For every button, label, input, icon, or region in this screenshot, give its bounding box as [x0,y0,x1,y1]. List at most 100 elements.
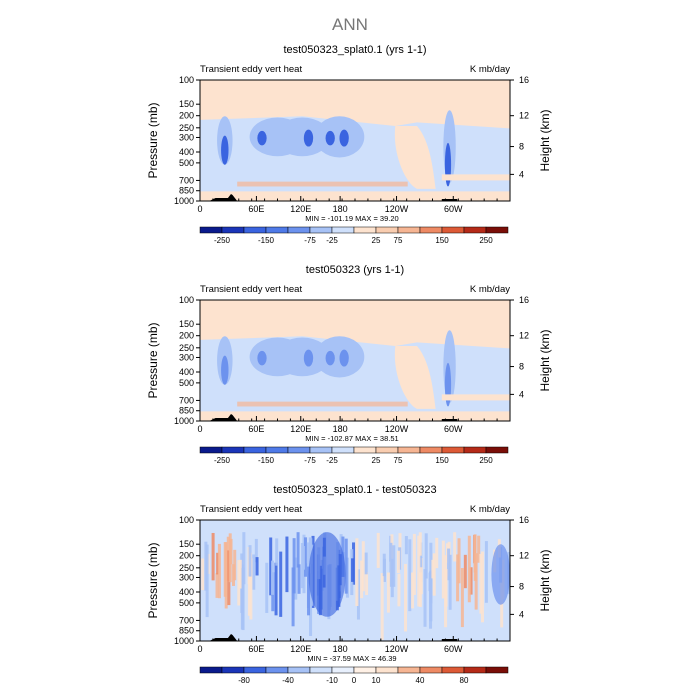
contour-core-4 [221,135,229,165]
contour-streak-95 [441,540,445,599]
y-tick-label: 850 [179,186,194,196]
colorbar-swatch [441,446,465,454]
colorbar-swatch [419,446,443,454]
field-contours [201,532,510,640]
contour-streak-145 [453,532,457,562]
y-tick-label: 200 [179,331,194,341]
colorbar-swatch [199,226,223,234]
y2-tick-label: 12 [519,551,529,561]
contour-pale-orange-gap [394,125,436,189]
x-tick-label: 120W [385,424,409,434]
contour-core-4 [221,355,229,385]
contour-core-0 [257,350,267,366]
panels: test050323_splat0.1 (yrs 1-1) Transient e… [146,44,552,685]
panel-right-label: K mb/day [470,64,510,75]
contour-streak-130 [382,553,386,577]
contour-streak-12 [435,537,439,569]
colorbar-swatch [287,226,311,234]
stats-label: MIN = -102.87 MAX = 38.51 [305,434,398,443]
contour-core-1 [303,129,314,147]
contour-light-blue-1 [274,117,331,157]
y2-tick-label: 8 [519,362,524,372]
colorbar-swatch [221,226,245,234]
colorbar-label: -150 [258,236,275,245]
colorbar-label: -25 [326,456,338,465]
x-tick-label: 180 [333,204,348,214]
contour-streak-138 [418,532,422,556]
contour-streak-119 [447,548,451,581]
x-tick-label: 120E [290,204,311,214]
colorbar-swatch [243,446,267,454]
colorbar-label: 0 [352,676,357,685]
contour-streak-43 [396,550,400,574]
colorbar-swatch [331,446,355,454]
colorbar-label: 150 [435,236,449,245]
colorbar-swatch [265,446,289,454]
colorbar-label: 250 [479,456,493,465]
x-tick-label: 180 [333,644,348,654]
x-tick-label: 120W [385,204,409,214]
y-tick-label: 300 [179,352,194,362]
x-tick-label: 60E [248,424,264,434]
y-tick-label: 250 [179,563,194,573]
x-tick-label: 60E [248,644,264,654]
panel-right-label: K mb/day [470,504,510,515]
topography-andes [441,639,458,641]
x-tick-label: 60E [248,204,264,214]
y-tick-label: 250 [179,123,194,133]
y-tick-label: 100 [179,75,194,85]
contour-streak-37 [294,557,298,600]
y2-tick-label: 8 [519,582,524,592]
contour-streak-114 [418,572,422,607]
y-tick-label: 500 [179,158,194,168]
colorbar-swatch [463,446,487,454]
contour-streak-81 [460,568,464,628]
contour-streak-115 [473,561,477,581]
contour-streak-76 [361,541,365,592]
contour-streak-14 [411,572,415,609]
topography-asia [209,414,238,421]
y2-tick-label: 16 [519,75,529,85]
colorbar-swatch [331,666,355,674]
field-contours [200,110,510,192]
stats-label: MIN = -101.19 MAX = 39.20 [305,214,398,223]
y-tick-label: 150 [179,539,194,549]
colorbar-swatch [419,226,443,234]
y-tick-label: 700 [179,175,194,185]
contour-streak-129 [254,538,258,563]
x-tick-label: 60W [444,424,463,434]
colorbar-swatch [375,666,399,674]
super-title: ANN [332,15,368,34]
y-tick-label: 400 [179,147,194,157]
colorbar-swatch [287,666,311,674]
contour-streak-98 [424,533,428,579]
y2-tick-label: 4 [519,609,524,619]
contour-light-blue-2 [314,116,365,158]
colorbar-label: 250 [479,236,493,245]
y2-tick-label: 4 [519,389,524,399]
contour-low-orange [237,401,408,407]
panel-left-label: Transient eddy vert heat [200,64,302,75]
y2-axis-title: Height (km) [538,329,552,391]
colorbar-swatch [199,666,223,674]
contour-streak-10 [224,542,228,609]
y-tick-label: 700 [179,395,194,405]
contour-streak-120 [296,532,300,568]
panel-title: test050323 (yrs 1-1) [306,264,404,276]
colorbar-swatch [441,226,465,234]
contour-streak-131 [386,572,390,613]
contour-streak-26 [469,567,473,595]
contour-streak-82 [376,532,380,568]
colorbar-label: -150 [258,456,275,465]
y-tick-label: 700 [179,615,194,625]
contour-streak-123 [291,567,295,627]
contour-streak-1 [356,569,360,620]
x-tick-label: 60W [444,644,463,654]
colorbar-label: -80 [238,676,250,685]
contour-streak-100 [417,535,421,607]
colorbar-swatch [419,666,443,674]
colorbar-swatch [331,226,355,234]
contour-streak-48 [252,554,256,590]
colorbar-swatch [485,226,509,234]
